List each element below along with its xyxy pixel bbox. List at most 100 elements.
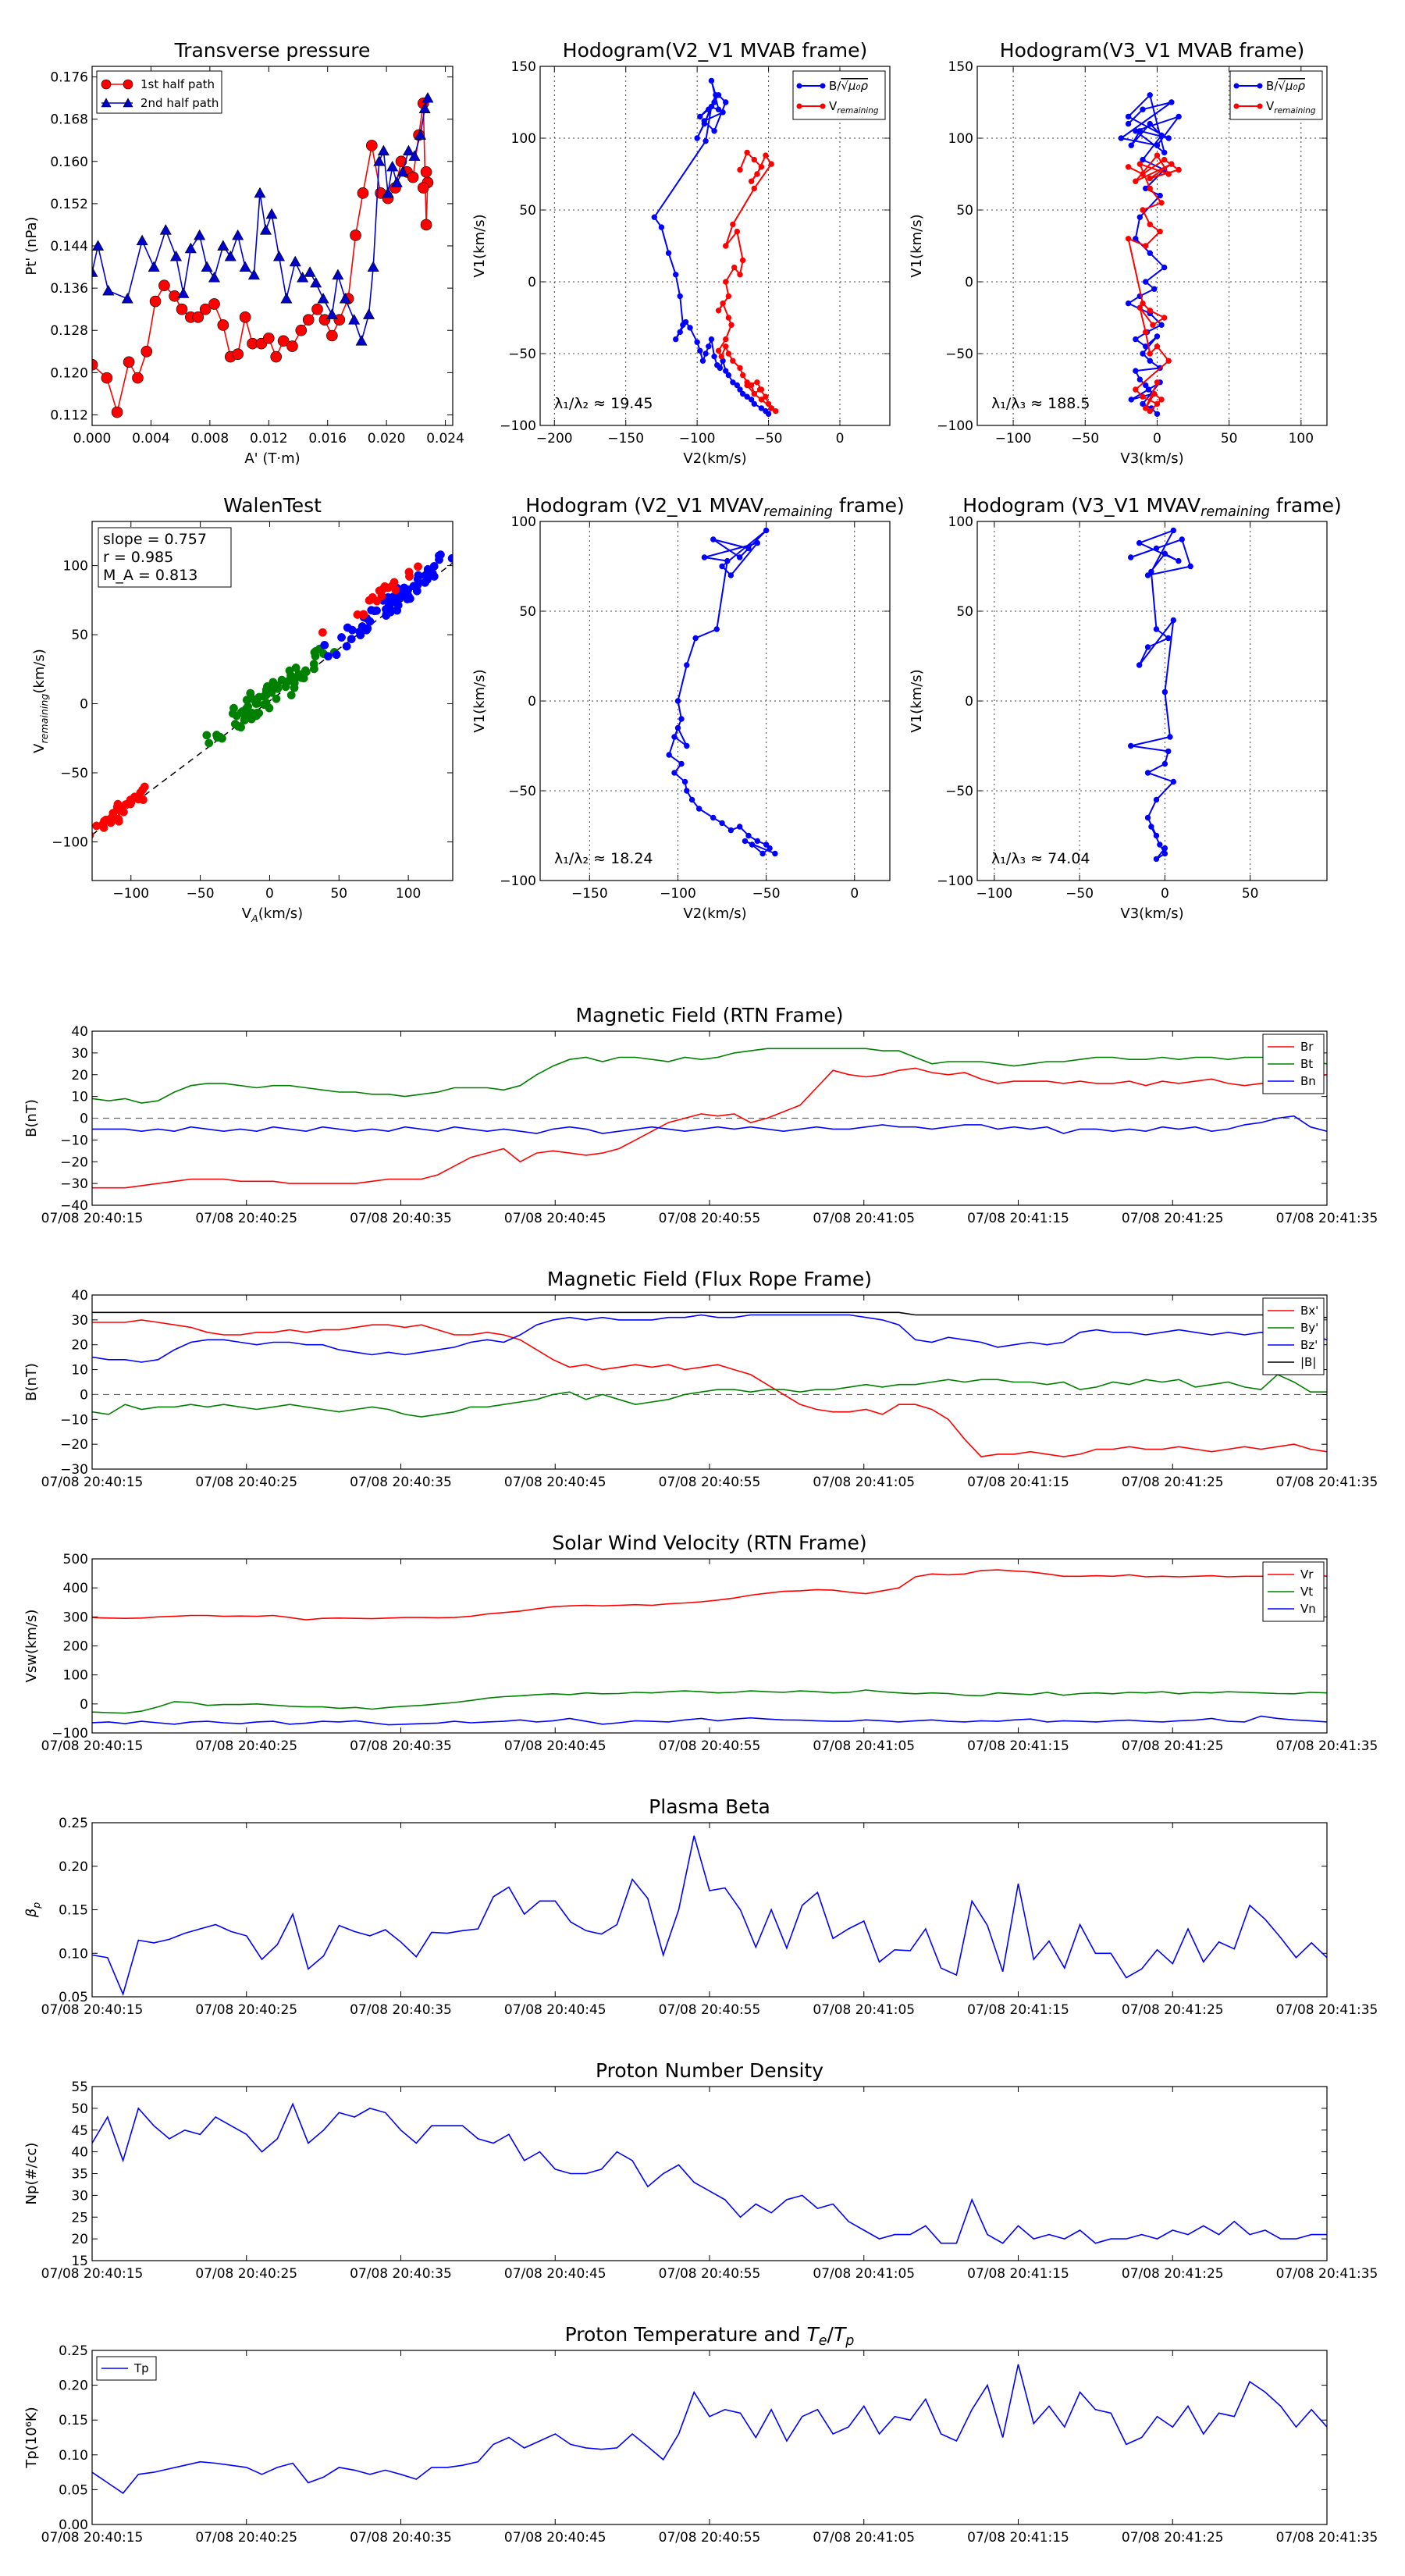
y-tick-label: 50	[519, 604, 536, 620]
y-tick-label: 30	[71, 2188, 88, 2204]
y-axis-label: V1(km/s)	[909, 669, 925, 732]
data-point	[1140, 393, 1146, 400]
data-point	[121, 293, 133, 304]
data-point	[232, 348, 244, 360]
legend-marker	[796, 83, 802, 89]
scatter-point	[323, 652, 333, 661]
data-point	[1133, 368, 1139, 374]
data-point	[710, 536, 717, 543]
scatter-point	[423, 573, 432, 582]
data-point	[711, 99, 717, 105]
x-tick-label: 07/08 20:40:25	[195, 2266, 297, 2282]
data-point	[407, 171, 419, 183]
series-line-|B|	[92, 1311, 1327, 1318]
legend-marker	[1257, 83, 1263, 89]
x-tick-label: −150	[571, 886, 608, 902]
axes-frame	[91, 2086, 1328, 2261]
data-point	[422, 91, 434, 103]
panel-beta: Plasma Beta 0.05 0.10 0.15 0.20 0.25 07/08 20:…	[23, 1795, 1378, 2018]
data-point	[1161, 845, 1168, 852]
data-point	[1145, 386, 1152, 393]
data-point	[745, 832, 752, 839]
data-point	[199, 303, 212, 315]
data-point	[1144, 644, 1151, 650]
data-point	[678, 760, 685, 767]
x-tick-label: 50	[330, 886, 347, 902]
scatter-point	[297, 673, 306, 682]
data-point	[765, 400, 772, 407]
data-point	[123, 356, 135, 368]
x-tick-label: 0.008	[191, 431, 229, 447]
data-point	[666, 752, 672, 758]
data-point	[262, 333, 275, 344]
y-tick-label: −40	[60, 1198, 88, 1214]
x-tick-label: 0.024	[426, 431, 464, 447]
x-tick-label: 07/08 20:40:45	[504, 1211, 606, 1226]
y-tick-label: 0.25	[59, 1816, 88, 1831]
data-point	[723, 368, 729, 374]
data-point	[1125, 236, 1132, 242]
stats-box-frame	[98, 527, 232, 588]
legend-marker	[820, 83, 826, 89]
axes-frame	[91, 2350, 1328, 2525]
eigenvalue-ratio-label: λ₁/λ₃ ≈ 188.5	[991, 395, 1090, 412]
data-point	[158, 279, 170, 292]
data-point	[674, 698, 681, 704]
data-point	[744, 149, 750, 156]
data-point	[737, 166, 743, 173]
data-point	[1154, 411, 1161, 417]
data-point	[720, 109, 726, 116]
x-tick-label: 07/08 20:40:15	[41, 1211, 144, 1226]
x-tick-label: −100	[679, 431, 716, 447]
data-point	[1158, 397, 1165, 403]
eigenvalue-ratio-label: λ₁/λ₂ ≈ 18.24	[554, 850, 653, 867]
scatter-point	[242, 696, 251, 705]
panel-title: Solar Wind Velocity (RTN Frame)	[552, 1532, 866, 1554]
panel-title: Hodogram(V2_V1 MVAB frame)	[563, 39, 867, 62]
y-tick-label: −50	[945, 347, 973, 362]
panel-title: Plasma Beta	[649, 1795, 770, 1818]
data-point	[224, 250, 237, 262]
data-point	[749, 841, 756, 848]
data-point	[1161, 315, 1168, 321]
legend-label: B/√μ₀ρ	[1266, 79, 1305, 93]
data-point	[725, 350, 732, 357]
data-point	[682, 318, 689, 326]
scatter-point	[205, 738, 214, 748]
series-line-Vt	[92, 1689, 1327, 1714]
data-point	[311, 303, 323, 315]
data-point	[1125, 164, 1132, 170]
y-tick-label: 10	[71, 1363, 88, 1379]
y-tick-label: 0	[80, 1112, 88, 1127]
data-point	[651, 214, 657, 220]
data-point	[1154, 379, 1161, 386]
panel-title: Hodogram(V3_V1 MVAB frame)	[1000, 39, 1304, 62]
x-tick-label: 07/08 20:40:45	[504, 2266, 606, 2282]
legend: B/√μ₀ρ Vremaining	[792, 70, 886, 120]
data-point	[723, 279, 729, 285]
data-point	[325, 308, 338, 319]
data-point	[169, 250, 182, 262]
data-point	[1118, 135, 1125, 141]
data-point	[111, 406, 123, 418]
data-point	[1136, 662, 1143, 668]
data-point	[1147, 250, 1153, 256]
x-tick-label: 07/08 20:40:15	[41, 1475, 144, 1490]
x-tick-label: 50	[1242, 886, 1259, 902]
data-point	[184, 242, 197, 254]
data-point	[208, 271, 221, 283]
y-tick-label: 0.15	[59, 2413, 88, 2428]
legend-label: By'	[1300, 1321, 1318, 1335]
data-point	[247, 269, 260, 280]
x-tick-label: 07/08 20:41:35	[1276, 2266, 1378, 2282]
y-tick-label: 0.112	[50, 407, 88, 423]
data-point	[397, 165, 409, 177]
panel-np: Proton Number Density 15 20 25 30 35 40 45 50 55 0…	[23, 2059, 1378, 2282]
y-tick-label: 200	[63, 1639, 88, 1655]
data-point	[684, 742, 690, 749]
data-point	[1143, 329, 1149, 336]
data-point	[348, 314, 361, 325]
y-tick-label: 0.160	[50, 155, 88, 170]
data-point	[751, 400, 757, 407]
scatter-point	[277, 675, 286, 685]
